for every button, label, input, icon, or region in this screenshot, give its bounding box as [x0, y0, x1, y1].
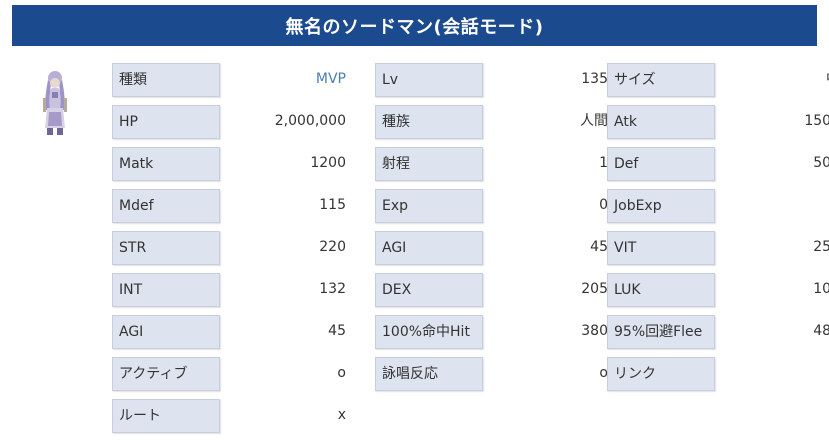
stat-value: 1200	[310, 155, 346, 171]
stat-value: o	[599, 365, 608, 381]
stat-value-link[interactable]: MVP	[315, 71, 346, 87]
stat-label: LUK	[607, 273, 715, 307]
stat-int: INT 132	[112, 273, 346, 307]
stat-value: 500	[813, 155, 829, 171]
stat-race: 種族 人間	[375, 105, 608, 139]
stat-range: 射程 1	[375, 147, 608, 181]
stat-lv: Lv 135	[375, 63, 608, 97]
stat-label: VIT	[607, 231, 715, 265]
stat-value: 45	[590, 239, 608, 255]
stat-value: 0	[599, 197, 608, 213]
stat-value: 人間	[580, 113, 608, 129]
stat-value: o	[337, 365, 346, 381]
stat-value: 205	[581, 281, 608, 297]
stat-exp: Exp 0	[375, 189, 608, 223]
stat-label: 詠唱反応	[375, 357, 483, 391]
stat-hit: 100%命中Hit 380	[375, 315, 608, 349]
stat-label: AGI	[375, 231, 483, 265]
stat-agi: AGI 45	[112, 315, 346, 349]
stat-matk: Matk 1200	[112, 147, 346, 181]
stat-value: 135	[581, 71, 608, 87]
stat-label: HP	[112, 105, 220, 139]
stat-label: アクティブ	[112, 357, 220, 391]
stat-value: 中	[826, 63, 829, 95]
stat-value: 220	[319, 239, 346, 255]
stat-def: Def 500	[607, 147, 829, 181]
stat-jobexp: JobExp 0	[607, 189, 829, 223]
stat-cast-sense: 詠唱反応 o	[375, 357, 608, 391]
stat-loot: ルート x	[112, 399, 346, 433]
stat-label: AGI	[112, 315, 220, 349]
stat-label: サイズ	[607, 63, 715, 97]
stat-value: 103	[813, 281, 829, 297]
stat-value: x	[337, 407, 346, 423]
stat-active: アクティブ o	[112, 357, 346, 391]
stat-hp: HP 2,000,000	[112, 105, 346, 139]
stat-label: STR	[112, 231, 220, 265]
stat-label: Exp	[375, 189, 483, 223]
stat-label: Matk	[112, 147, 220, 181]
stat-label: リンク	[607, 357, 715, 391]
page-title: 無名のソードマン(会話モード)	[12, 5, 817, 46]
stat-label: 95%回避Flee	[607, 315, 715, 349]
stat-label: Def	[607, 147, 715, 181]
stat-label: DEX	[375, 273, 483, 307]
stat-agi-2: AGI 45	[375, 231, 608, 265]
stat-atk: Atk 1500	[607, 105, 829, 139]
stat-value: 380	[581, 323, 608, 339]
stat-label: ルート	[112, 399, 220, 433]
stat-str: STR 220	[112, 231, 346, 265]
stat-label: 種類	[112, 63, 220, 97]
stat-value: 45	[328, 323, 346, 339]
stat-kind: 種類 MVP	[112, 63, 346, 97]
stat-label: INT	[112, 273, 220, 307]
stat-label: Atk	[607, 105, 715, 139]
stat-luk: LUK 103	[607, 273, 829, 307]
stat-value: 132	[319, 281, 346, 297]
stat-value: 2,000,000	[274, 113, 346, 129]
stat-value: 485	[813, 323, 829, 339]
stat-flee: 95%回避Flee 485	[607, 315, 829, 349]
stat-value: 1	[599, 155, 608, 171]
stat-dex: DEX 205	[375, 273, 608, 307]
stat-label: 100%命中Hit	[375, 315, 483, 349]
stat-label: 射程	[375, 147, 483, 181]
stat-value: 1500	[804, 113, 829, 129]
stat-label: 種族	[375, 105, 483, 139]
stat-label: Mdef	[112, 189, 220, 223]
stat-value: 115	[319, 197, 346, 213]
stat-value: 250	[813, 239, 829, 255]
stat-label: Lv	[375, 63, 483, 97]
monster-sprite-icon	[43, 71, 67, 135]
stat-link: リンク x	[607, 357, 829, 391]
stat-mdef: Mdef 115	[112, 189, 346, 223]
stat-vit: VIT 250	[607, 231, 829, 265]
stat-size: サイズ 中	[607, 63, 829, 97]
stat-label: JobExp	[607, 189, 715, 223]
